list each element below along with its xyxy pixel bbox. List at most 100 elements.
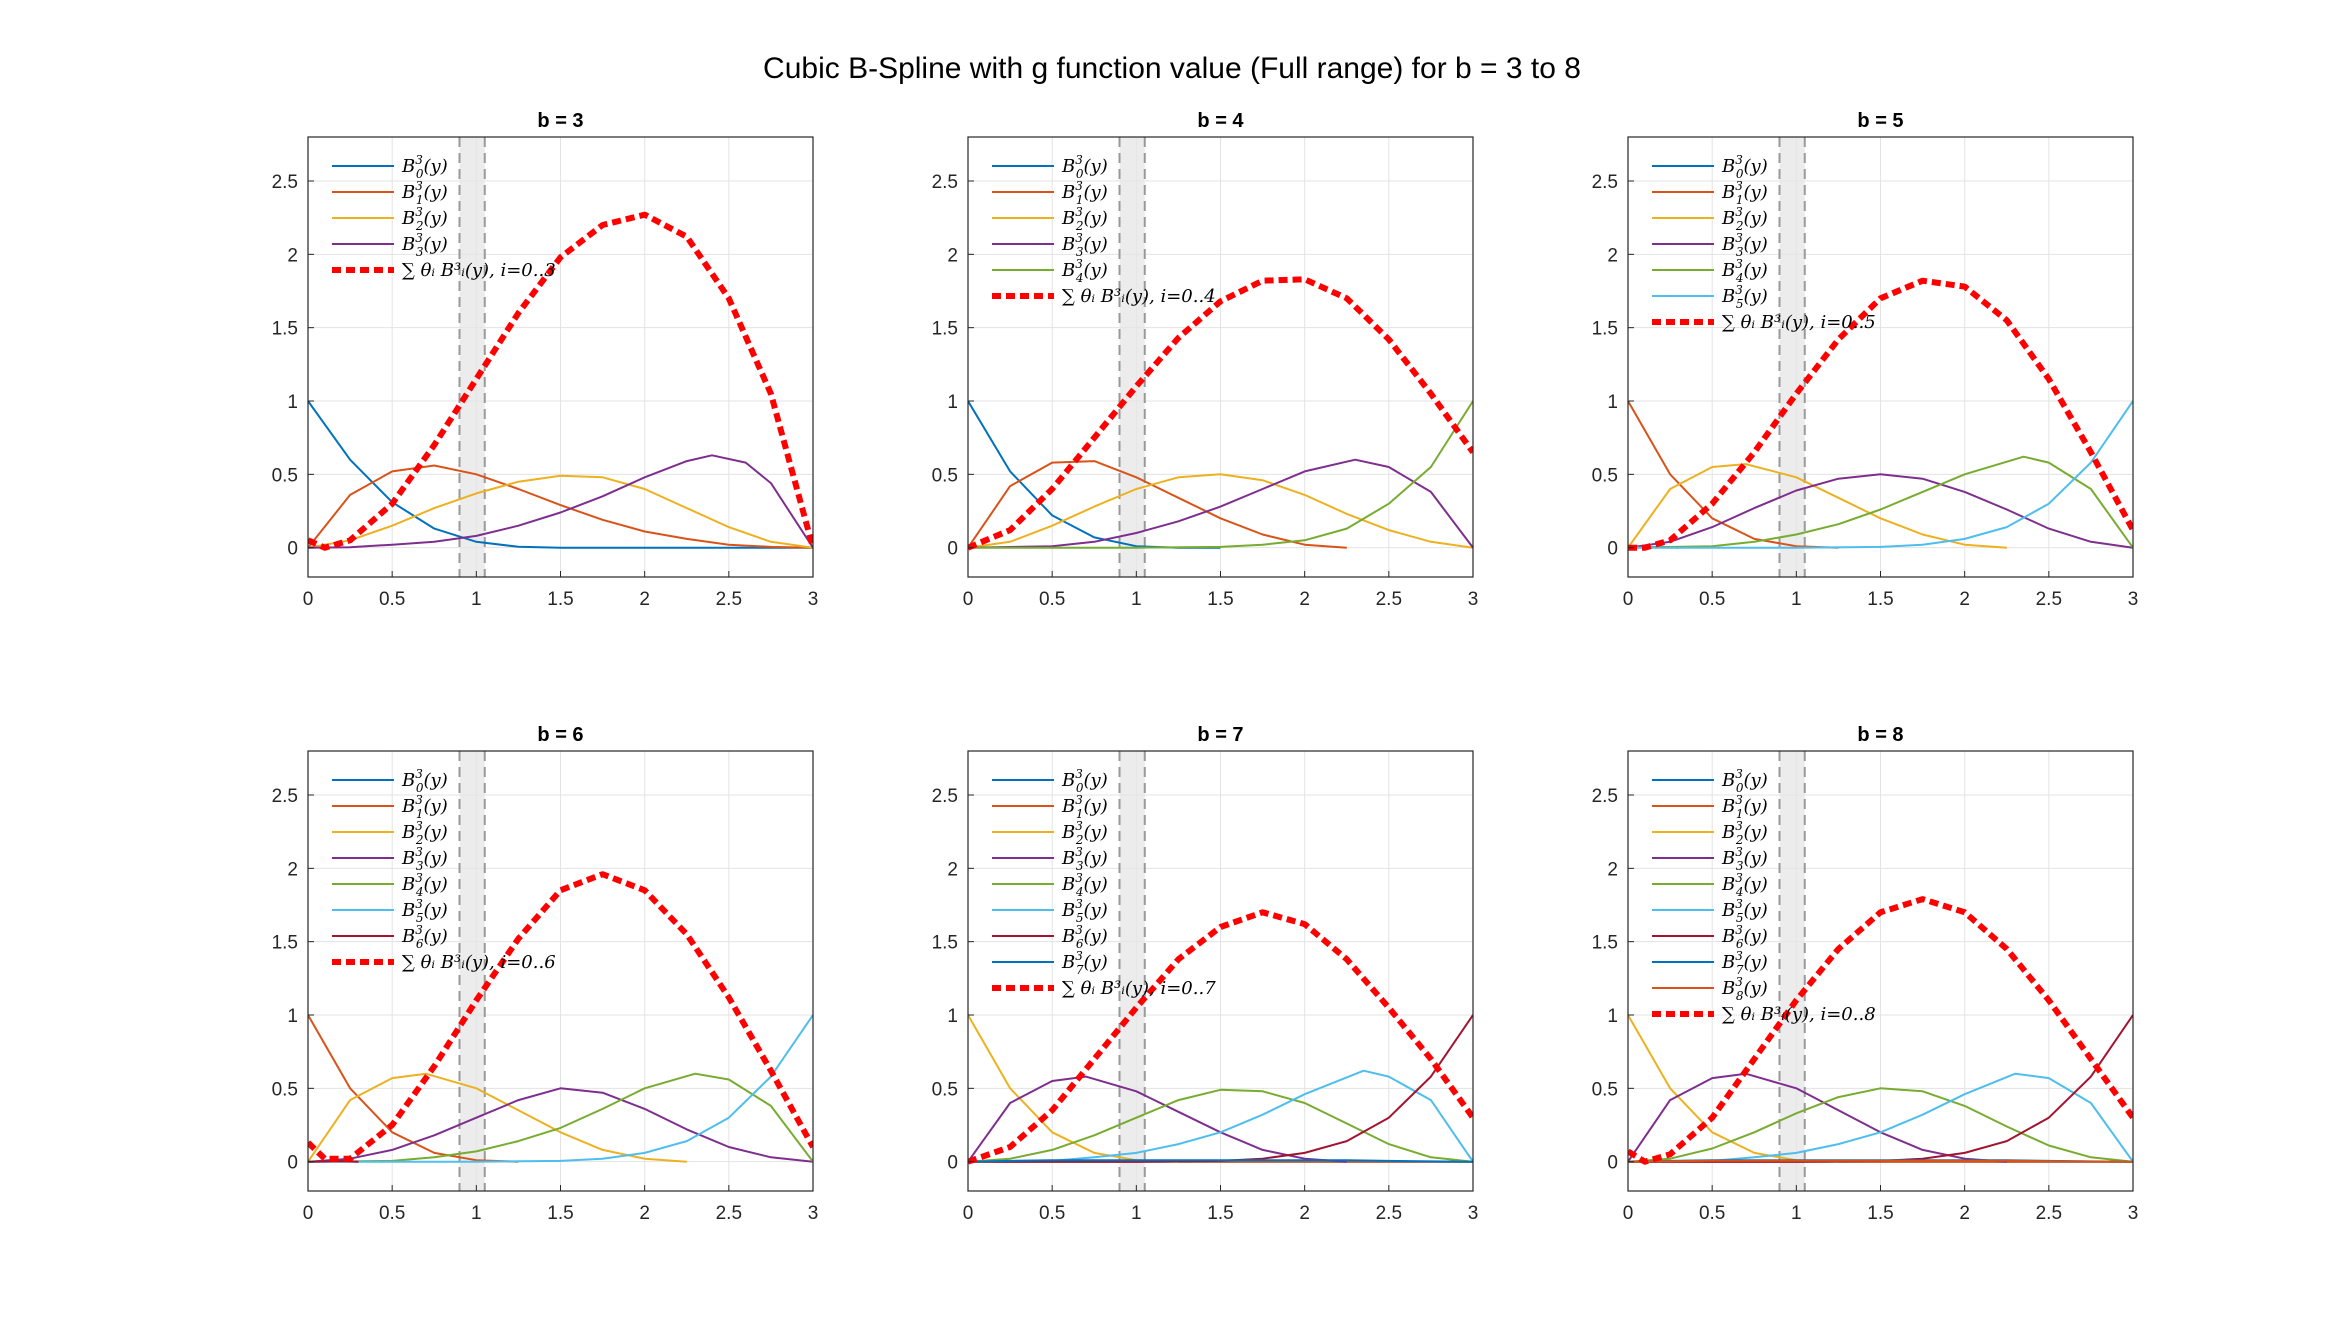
series-line-4: [1628, 455, 2133, 549]
legend-entry-1: B3 1(y): [401, 793, 448, 821]
legend-entry-6: B3 6(y): [1061, 923, 1108, 951]
series-line-3: [968, 458, 1473, 549]
legend-entry-3: B3 3(y): [1721, 845, 1768, 873]
x-tick-label: 3: [808, 589, 819, 610]
legend: B3 0(y)B3 1(y)B3 2(y)B3 3(y)B3 4(y)B3 5(y)B3 6(…: [1652, 767, 1876, 1025]
sum-line: [968, 276, 1473, 551]
panel-4: 0 0.5 1 1.5 2 2.5 3 0 0.5 1 1.5 2 2.5 b = 6 B3 0(y)B3 1(…: [272, 724, 819, 1224]
y-tick-label: 0: [1607, 539, 1618, 560]
x-tick-label: 1.5: [1207, 589, 1233, 610]
legend: B3 0(y)B3 1(y)B3 2(y)B3 3(y)B3 4(y)B3 5(y)∑ θᵢ…: [1652, 153, 1876, 333]
legend: B3 0(y)B3 1(y)B3 2(y)B3 3(y)∑ θᵢ B³ᵢ(y), i=0…: [332, 153, 556, 281]
y-tick-label: 1: [1607, 1006, 1618, 1027]
y-tick-label: 2: [947, 245, 958, 266]
legend-entry-3: B3 3(y): [1721, 231, 1768, 259]
legend-entry-4: B3 4(y): [1721, 257, 1768, 285]
y-tick-label: 2: [947, 859, 958, 880]
x-tick-label: 1: [1131, 1203, 1142, 1224]
plot-lines: [968, 909, 1473, 1165]
series-line-1: [968, 460, 1347, 549]
legend-entry-1: B3 1(y): [1721, 179, 1768, 207]
legend-entry-0: B3 0(y): [1721, 153, 1768, 181]
legend-entry-5: B3 5(y): [1721, 897, 1768, 925]
y-tick-label: 0.5: [1592, 1079, 1618, 1100]
x-tick-label: 0.5: [1699, 589, 1725, 610]
y-tick-label: 1: [947, 1006, 958, 1027]
legend-entry-7: B3 7(y): [1721, 949, 1768, 977]
panel-title: b = 6: [537, 724, 583, 746]
x-tick-label: 3: [1468, 1203, 1479, 1224]
y-tick-label: 1: [287, 392, 298, 413]
x-tick-label: 1.5: [1867, 1203, 1893, 1224]
x-tick-label: 1: [1131, 589, 1142, 610]
legend-entry-sum: ∑ θᵢ B³ᵢ(y), i=0..3: [402, 260, 556, 281]
x-tick-label: 0.5: [1699, 1203, 1725, 1224]
series-line-4: [1628, 1087, 2133, 1163]
legend-entry-4: B3 4(y): [1061, 871, 1108, 899]
legend-entry-3: B3 3(y): [401, 845, 448, 873]
x-tick-label: 0: [1623, 1203, 1634, 1224]
legend-entry-4: B3 4(y): [1061, 257, 1108, 285]
legend-entry-0: B3 0(y): [401, 767, 448, 795]
x-tick-label: 2.5: [1376, 1203, 1402, 1224]
legend-entry-sum: ∑ θᵢ B³ᵢ(y), i=0..4: [1062, 286, 1216, 307]
panel-title: b = 3: [537, 110, 583, 132]
x-tick-label: 2.5: [1376, 589, 1402, 610]
series-line-0: [308, 400, 813, 549]
highlight-band: [1779, 137, 1805, 577]
y-tick-label: 1.5: [1592, 319, 1618, 340]
x-tick-label: 2: [1959, 589, 1970, 610]
y-tick-label: 0.5: [932, 1079, 958, 1100]
x-tick-label: 3: [2128, 1203, 2139, 1224]
legend-entry-5: B3 5(y): [1061, 897, 1108, 925]
series-line-8: [1628, 1159, 2133, 1163]
highlight-band: [459, 137, 485, 577]
y-tick-label: 1: [287, 1006, 298, 1027]
panel-3: 0 0.5 1 1.5 2 2.5 3 0 0.5 1 1.5 2 2.5 b = 5 B3 0(y)B3 1(…: [1592, 110, 2139, 610]
legend-entry-4: B3 4(y): [401, 871, 448, 899]
series-line-3: [308, 1087, 813, 1163]
y-tick-label: 0.5: [932, 465, 958, 486]
series-line-7: [968, 1159, 1473, 1163]
legend-entry-3: B3 3(y): [401, 231, 448, 259]
x-tick-label: 2: [1959, 1203, 1970, 1224]
plot-lines: [968, 276, 1473, 551]
highlight-band: [1779, 751, 1805, 1191]
y-tick-label: 1.5: [932, 933, 958, 954]
legend-entry-sum: ∑ θᵢ B³ᵢ(y), i=0..5: [1722, 312, 1876, 333]
sum-line: [1628, 896, 2133, 1165]
series-line-1: [308, 464, 813, 549]
x-tick-label: 1.5: [547, 589, 573, 610]
x-tick-label: 2: [639, 589, 650, 610]
plot-lines: [1628, 277, 2133, 551]
legend: B3 0(y)B3 1(y)B3 2(y)B3 3(y)B3 4(y)B3 5(y)B3 6(…: [992, 767, 1216, 999]
series-line-3: [1628, 473, 2133, 549]
x-tick-label: 1.5: [547, 1203, 573, 1224]
panel-1: 0 0.5 1 1.5 2 2.5 3 0 0.5 1 1.5 2 2.5 b = 3 B3 0(y)B3 1(…: [272, 110, 819, 610]
legend-entry-1: B3 1(y): [1061, 793, 1108, 821]
legend-entry-2: B3 2(y): [1061, 205, 1108, 233]
legend-entry-0: B3 0(y): [1061, 153, 1108, 181]
series-line-2: [308, 1072, 687, 1163]
x-tick-label: 1.5: [1207, 1203, 1233, 1224]
x-tick-label: 1.5: [1867, 589, 1893, 610]
legend-entry-3: B3 3(y): [1061, 845, 1108, 873]
legend-entry-2: B3 2(y): [401, 819, 448, 847]
figure-title: Cubic B-Spline with g function value (Fu…: [763, 52, 1581, 85]
y-tick-label: 1: [947, 392, 958, 413]
series-line-2: [308, 474, 813, 549]
series-line-5: [968, 1069, 1473, 1163]
legend-entry-5: B3 5(y): [1721, 283, 1768, 311]
series-line-1: [1628, 400, 1839, 549]
x-tick-label: 1: [471, 1203, 482, 1224]
legend-entry-sum: ∑ θᵢ B³ᵢ(y), i=0..8: [1722, 1004, 1876, 1025]
series-line-3: [968, 1075, 1347, 1163]
y-tick-label: 0.5: [1592, 465, 1618, 486]
x-tick-label: 2.5: [716, 1203, 742, 1224]
highlight-band: [1119, 751, 1145, 1191]
series-line-5: [1628, 400, 2133, 549]
y-tick-label: 0: [947, 539, 958, 560]
sum-line: [308, 211, 813, 551]
y-tick-label: 0: [287, 1153, 298, 1174]
